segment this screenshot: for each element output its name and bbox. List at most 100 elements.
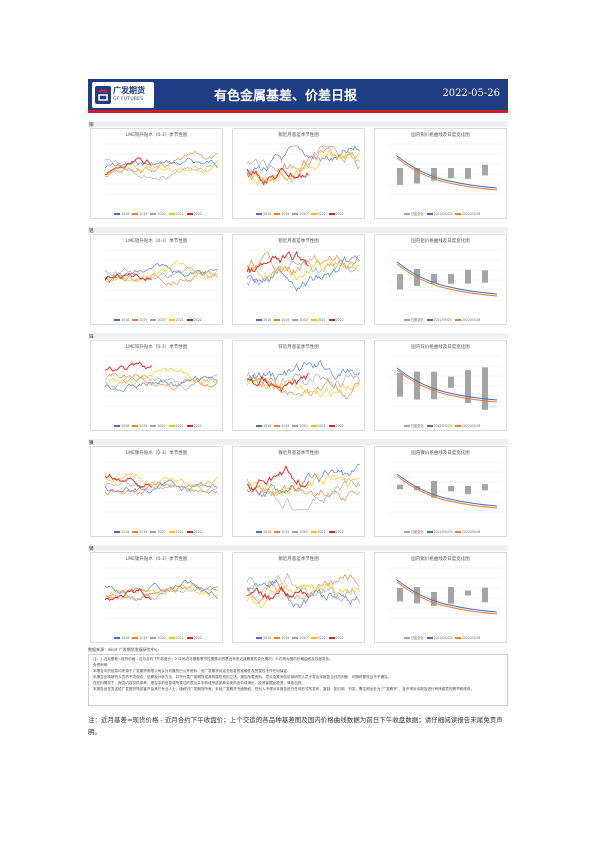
chart-legend: 2018 2019 2020 2021 2022 bbox=[233, 424, 364, 428]
series-line bbox=[246, 477, 360, 511]
legend-label: 2019 bbox=[281, 318, 290, 322]
series-line bbox=[104, 150, 218, 177]
series-line bbox=[247, 465, 309, 492]
disclaimer-box: 注：1.近月基差=现货价格 - 近月合约下午收盘价；2.中间近月基差季节性图展示… bbox=[88, 654, 508, 706]
legend-swatch bbox=[150, 319, 157, 321]
series-line bbox=[104, 479, 218, 494]
series-line bbox=[104, 163, 218, 175]
report-banner: 广发期货 GF FUTURES 有色金属基差、价差日报 2022-05-26 bbox=[88, 79, 508, 113]
section-bar bbox=[88, 227, 508, 233]
legend-swatch bbox=[454, 637, 461, 639]
legend-label: 2019 bbox=[281, 212, 290, 216]
legend-swatch bbox=[150, 637, 157, 639]
chart-legend: 2018 2019 2020 2021 2022 bbox=[91, 530, 222, 534]
series-line bbox=[104, 375, 218, 393]
lme-chart-plot bbox=[104, 461, 218, 513]
chart-title: 锌近月基差季节性图 bbox=[278, 345, 319, 350]
chart-title: 铜近月基差季节性图 bbox=[278, 133, 319, 138]
chart-legend: 日度变化 2022/05/25 2022/05/26 bbox=[375, 211, 506, 216]
chart-legend: 日度变化 2022/05/25 2022/05/26 bbox=[375, 423, 506, 428]
series-line bbox=[246, 372, 309, 393]
series-line bbox=[104, 158, 218, 181]
note-line: 本报告中的信息均来源于广发期货有限公司认为可靠的已公开资料，但广发期货对这些信息… bbox=[93, 669, 291, 673]
legend-label: 2022 bbox=[335, 424, 344, 428]
lme-chart-plot bbox=[104, 567, 218, 619]
chart-title: LME锌升贴水（0-3）季节性图 bbox=[125, 345, 188, 350]
series-line bbox=[104, 157, 218, 169]
series-line bbox=[246, 579, 360, 609]
note-line: 免责声明 bbox=[93, 663, 108, 667]
legend-swatch bbox=[403, 637, 410, 639]
legend-label: 2020 bbox=[299, 636, 308, 640]
legend-label: 2022 bbox=[193, 212, 202, 216]
price-curve bbox=[396, 581, 498, 615]
change-bar bbox=[414, 486, 420, 491]
legend-label: 2020 bbox=[157, 424, 166, 428]
change-bar bbox=[465, 590, 471, 596]
price-curve bbox=[396, 263, 498, 297]
legend-swatch bbox=[274, 531, 281, 533]
legend-swatch bbox=[426, 637, 433, 639]
legend-swatch bbox=[256, 425, 263, 427]
basis-chart-plot bbox=[246, 249, 360, 301]
legend-swatch bbox=[168, 531, 175, 533]
legend-label: 2021 bbox=[317, 636, 326, 640]
section-3: 镍 LME镍升贴水（0-3）季节性图 2018 2019 2020 2021 2022 镍近月… bbox=[88, 439, 508, 539]
note-line: 注：1.近月基差=现货价格 - 近月合约下午收盘价；2.中间近月基差季节性图展示… bbox=[93, 657, 333, 661]
change-bar bbox=[482, 484, 488, 491]
change-bar bbox=[448, 587, 454, 604]
legend-swatch bbox=[256, 319, 263, 321]
price-curve bbox=[396, 157, 498, 191]
legend-swatch bbox=[403, 319, 410, 321]
legend-label: 2021 bbox=[175, 318, 184, 322]
change-bar bbox=[448, 274, 454, 284]
series-line bbox=[104, 473, 218, 488]
legend-label: 日度变化 bbox=[410, 530, 424, 534]
legend-swatch bbox=[328, 319, 335, 321]
lme-chart-panel: LME铝升贴水（0-3）季节性图 2018 2019 2020 2021 2022 bbox=[90, 234, 223, 325]
section-bar bbox=[88, 545, 508, 551]
legend-swatch bbox=[114, 531, 121, 533]
spread-chart-plot bbox=[389, 355, 502, 410]
section-label: 锌 bbox=[89, 335, 94, 340]
section-1: 铝 LME铝升贴水（0-3）季节性图 2018 2019 2020 2021 2022 铝近月… bbox=[88, 227, 508, 327]
series-line bbox=[246, 585, 309, 601]
legend-label: 2018 bbox=[263, 212, 272, 216]
legend-label: 2021 bbox=[175, 424, 184, 428]
legend-swatch bbox=[292, 531, 299, 533]
chart-title: 镍近月基差季节性图 bbox=[278, 451, 319, 456]
legend-swatch bbox=[274, 213, 281, 215]
legend-label: 2022 bbox=[335, 530, 344, 534]
lme-chart-plot bbox=[104, 249, 218, 301]
legend-label: 2021 bbox=[175, 530, 184, 534]
change-bar bbox=[465, 269, 471, 284]
legend-swatch bbox=[454, 319, 461, 321]
change-bar bbox=[431, 480, 437, 498]
chart-title: 锡近月基差季节性图 bbox=[278, 557, 319, 562]
chart-legend: 2018 2019 2020 2021 2022 bbox=[233, 318, 364, 322]
chart-legend: 2018 2019 2020 2021 2022 bbox=[91, 318, 222, 322]
section-label: 铜 bbox=[89, 123, 94, 128]
chart-title: LME镍升贴水（0-3）季节性图 bbox=[125, 451, 188, 456]
legend-swatch bbox=[274, 425, 281, 427]
section-2: 锌 LME锌升贴水（0-3）季节性图 2018 2019 2020 2021 2022 锌近月… bbox=[88, 333, 508, 433]
legend-label: 2022/05/25 bbox=[433, 212, 452, 216]
legend-swatch bbox=[426, 319, 433, 321]
series-line bbox=[246, 473, 360, 497]
legend-label: 2021 bbox=[317, 212, 326, 216]
legend-swatch bbox=[132, 213, 139, 215]
legend-label: 2022/05/26 bbox=[461, 530, 481, 534]
change-bar bbox=[448, 376, 454, 388]
change-bar bbox=[465, 168, 471, 179]
legend-swatch bbox=[328, 213, 335, 215]
legend-label: 日度变化 bbox=[410, 424, 424, 428]
legend-label: 日度变化 bbox=[410, 318, 424, 322]
series-line bbox=[246, 582, 360, 609]
legend-label: 2022/05/25 bbox=[433, 530, 452, 534]
change-bar bbox=[482, 587, 488, 603]
legend-label: 2020 bbox=[157, 636, 166, 640]
section-4: 锡 LME锡升贴水（0-3）季节性图 2018 2019 2020 2021 2022 锡近月… bbox=[88, 545, 508, 645]
price-curve bbox=[396, 579, 498, 613]
series-line bbox=[246, 371, 360, 391]
spread-chart-panel: 国内铝价格曲线及日度变化图 日度变化 2022/05/25 2022/05/26 bbox=[374, 234, 507, 325]
